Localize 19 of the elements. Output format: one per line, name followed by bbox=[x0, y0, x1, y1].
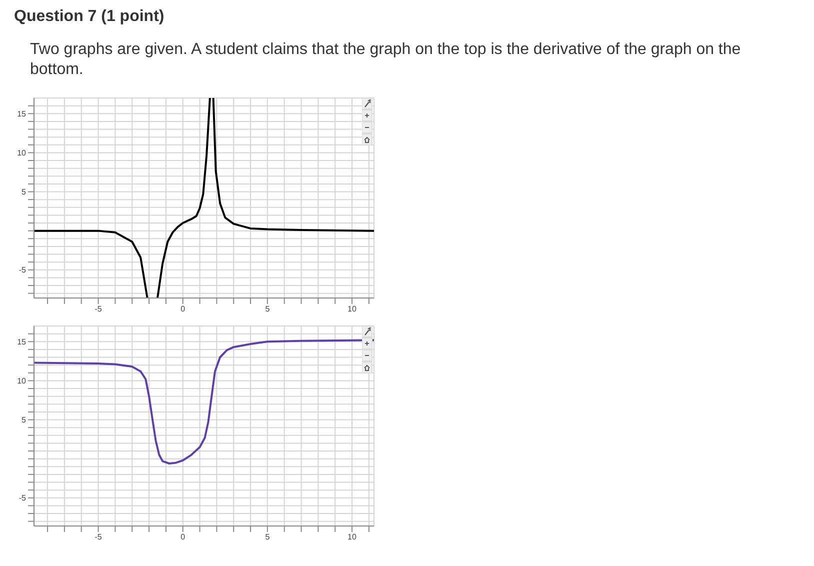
y-tick-label: 10 bbox=[17, 148, 27, 158]
x-tick-label: -5 bbox=[94, 304, 102, 314]
y-tick-label: 15 bbox=[17, 109, 27, 118]
y-tick-label: 15 bbox=[17, 337, 27, 346]
x-tick-label: 0 bbox=[180, 304, 186, 314]
x-tick-label: 10 bbox=[348, 532, 358, 542]
y-tick-label: 10 bbox=[17, 376, 27, 386]
y-tick-label: 5 bbox=[22, 416, 27, 425]
y-tick-label: -5 bbox=[18, 494, 27, 503]
x-tick-label: 0 bbox=[180, 532, 186, 542]
chart-subtitle: Two graphs are given. A student claims that the graph on the top is the derivative of the graph on the bottom. bbox=[30, 40, 742, 80]
y-tick-label: 5 bbox=[22, 188, 27, 197]
y-tick-label: -5 bbox=[18, 266, 27, 275]
line-series bbox=[34, 339, 374, 464]
chart-title: Question 7 (1 point) bbox=[14, 8, 166, 26]
x-tick-label: 5 bbox=[265, 532, 270, 542]
x-tick-label: 5 bbox=[265, 304, 270, 314]
x-tick-label: 10 bbox=[348, 304, 358, 314]
x-tick-label: -5 bbox=[94, 532, 102, 542]
